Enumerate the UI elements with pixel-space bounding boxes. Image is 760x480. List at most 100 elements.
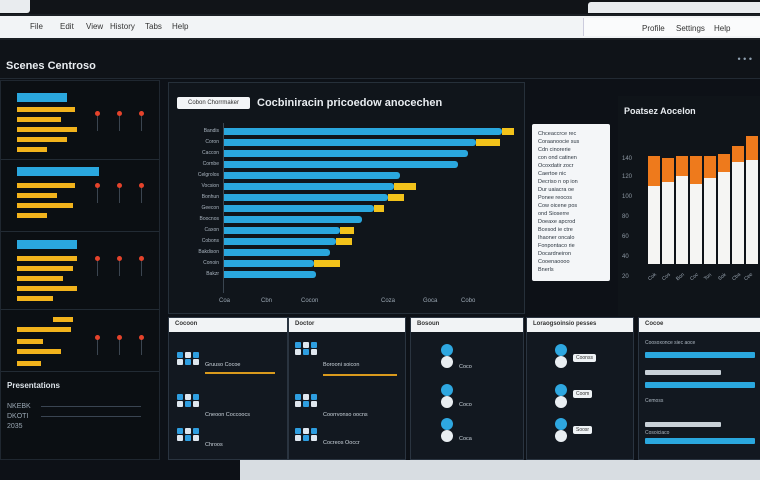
- row-label: Caccon: [202, 150, 219, 156]
- info-line: NKEBK: [7, 403, 31, 410]
- column: [718, 154, 730, 264]
- row-label: Bakzr: [206, 271, 219, 277]
- x-tick: Coza: [381, 298, 396, 304]
- grid-icon: [295, 428, 317, 441]
- card-title: Loraogsoinsio pesses: [533, 321, 597, 327]
- info-line: DKOTI: [7, 413, 29, 420]
- marker-tick: [117, 183, 122, 203]
- user-icon: [441, 418, 453, 430]
- menu-help[interactable]: Help: [172, 22, 189, 31]
- column: [676, 156, 688, 264]
- x-label: Cee: [743, 271, 755, 283]
- divider: [1, 159, 159, 160]
- grid-icon: [177, 428, 199, 441]
- legend-line: Cooenaoooo: [538, 259, 570, 265]
- menu-edit[interactable]: Edit: [60, 22, 74, 31]
- menu-profile[interactable]: Profile: [642, 24, 665, 33]
- x-tick: Cocon: [301, 298, 319, 304]
- y-label: 20: [622, 274, 629, 280]
- grid-icon: [295, 394, 317, 407]
- card-header: Cocoon: [169, 318, 287, 332]
- card-title: Bosoun: [417, 321, 440, 327]
- left-bar: [53, 317, 73, 322]
- user-icon: [555, 356, 567, 368]
- left-bar: [17, 349, 61, 354]
- card-title: Cocoon: [175, 321, 198, 327]
- column: [746, 136, 758, 264]
- y-label: 80: [622, 214, 629, 220]
- card-row: Cemoss: [645, 398, 664, 404]
- legend-line: Dur uaiacra oe: [538, 187, 575, 193]
- left-section-title: Presentations: [7, 381, 60, 390]
- row-label: Cobons: [201, 238, 219, 244]
- right-chart-title: Poatsez Aocelon: [624, 106, 696, 116]
- column: [648, 156, 660, 264]
- y-label: 40: [622, 254, 629, 260]
- y-label: 120: [622, 174, 633, 180]
- x-label: Bon: [675, 271, 686, 283]
- chart-axis: [223, 123, 224, 293]
- card-header: Loraogsoinsio pesses: [527, 318, 633, 332]
- x-tick: Cbn: [261, 298, 273, 304]
- left-bar: [17, 167, 99, 176]
- status-tag: Coonss: [573, 354, 596, 362]
- row-label: Cornbe: [202, 161, 219, 167]
- x-tick: Goca: [423, 298, 438, 304]
- left-bar: [17, 117, 61, 122]
- column: [704, 156, 716, 264]
- user-icon: [555, 344, 567, 356]
- card-1[interactable]: Cocoon Gruuso Cocoe Cneoon Coccoocs Chro…: [168, 317, 288, 460]
- footer-bar: [240, 460, 760, 480]
- legend-line: Fonpontaco rie: [538, 243, 575, 249]
- divider: [1, 231, 159, 232]
- address-bar[interactable]: File Edit View History Tabs Help Profile…: [0, 16, 760, 38]
- chart-filter-pill[interactable]: Cobon Chorrmaker: [177, 97, 250, 109]
- card-header: Bosoun: [411, 318, 523, 332]
- card-3[interactable]: Bosoun Coco Coco Coca: [410, 317, 524, 460]
- left-bar: [17, 361, 41, 366]
- legend-line: Ocoxdatir zocr: [538, 163, 574, 169]
- user-icon: [555, 430, 567, 442]
- legend-line: Bcesod ie ctre: [538, 227, 573, 233]
- left-bar: [17, 93, 67, 102]
- marker-tick: [117, 256, 122, 276]
- right-chart-panel: Poatsez Aocelon 140 120 100 80 60 40 20 …: [618, 96, 760, 316]
- x-tick: Coa: [219, 298, 231, 304]
- more-menu-icon[interactable]: • • •: [737, 54, 752, 64]
- x-label: Cos: [661, 271, 672, 283]
- card-row: Cneoon Coccoocs: [205, 412, 250, 418]
- metric-bar: [645, 438, 755, 444]
- info-rule: [41, 416, 141, 417]
- marker-tick: [139, 183, 144, 203]
- card-5[interactable]: Cocoe Coosoxonce siec aoce Cemoss Cosoic…: [638, 317, 760, 460]
- menu-tabs[interactable]: Tabs: [145, 22, 162, 31]
- grid-icon: [177, 352, 199, 365]
- status-tag: Soosr: [573, 426, 593, 434]
- metric-bar: [645, 352, 755, 358]
- card-4[interactable]: Loraogsoinsio pesses Coonss Coom Soosr: [526, 317, 634, 460]
- left-bar: [17, 296, 53, 301]
- row-label: Caxon: [204, 227, 219, 233]
- menu-settings[interactable]: Settings: [676, 24, 705, 33]
- menu-view[interactable]: View: [86, 22, 104, 31]
- user-icon: [441, 356, 453, 368]
- x-tick: Cobo: [461, 298, 476, 304]
- status-tag: Coom: [573, 390, 593, 398]
- x-label: Sok: [717, 271, 728, 283]
- card-row: Coco: [459, 364, 472, 370]
- browser-tab-active[interactable]: [0, 0, 30, 13]
- legend-line: Chceaccrce rec: [538, 131, 577, 137]
- card-row: Coorrvonso oocns: [323, 412, 368, 418]
- grid-icon: [295, 342, 317, 355]
- menu-history[interactable]: History: [110, 22, 135, 31]
- row-label: Conoin: [203, 260, 219, 266]
- browser-tab[interactable]: [588, 2, 760, 13]
- menu-help-right[interactable]: Help: [714, 24, 731, 33]
- browser-chrome: File Edit View History Tabs Help Profile…: [0, 0, 760, 40]
- card-2[interactable]: Doctor Borooni soicon Coorrvonso oocns C…: [288, 317, 406, 460]
- card-header: Cocoe: [639, 318, 760, 332]
- legend-line: Coraanoocie sus: [538, 139, 580, 145]
- menu-file[interactable]: File: [30, 22, 43, 31]
- divider: [1, 309, 159, 310]
- left-bar: [17, 213, 47, 218]
